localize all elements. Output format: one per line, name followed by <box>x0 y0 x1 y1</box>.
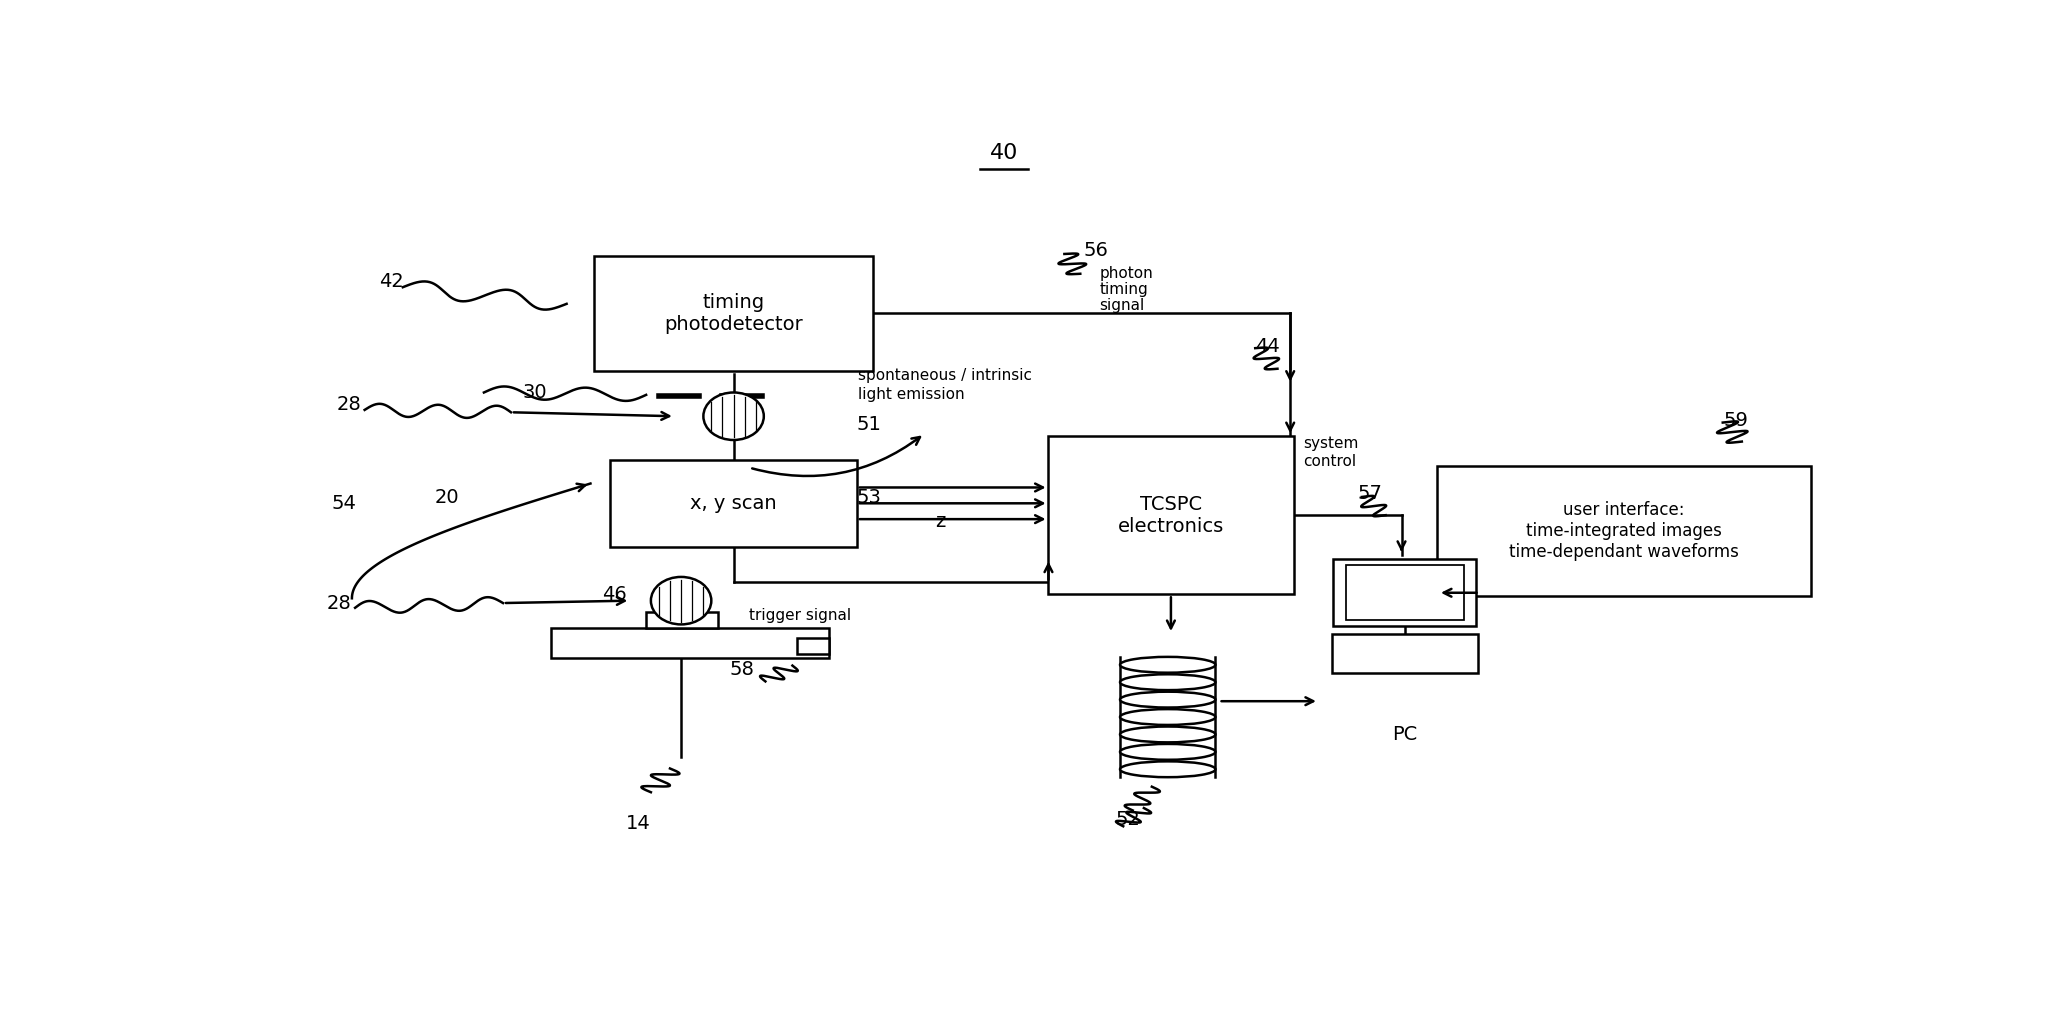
Text: user interface:
time-integrated images
time-dependant waveforms: user interface: time-integrated images t… <box>1508 502 1740 561</box>
Text: system: system <box>1303 437 1358 451</box>
Text: 51: 51 <box>856 414 880 434</box>
Ellipse shape <box>1120 674 1215 690</box>
Text: timing: timing <box>1100 282 1149 297</box>
Bar <box>1346 565 1463 620</box>
Text: 44: 44 <box>1256 337 1280 356</box>
Text: trigger signal: trigger signal <box>749 609 852 623</box>
Bar <box>1049 436 1295 594</box>
Text: light emission: light emission <box>858 387 964 402</box>
Bar <box>646 612 718 627</box>
Ellipse shape <box>1120 709 1215 725</box>
Text: 40: 40 <box>989 143 1018 163</box>
Ellipse shape <box>1120 657 1215 672</box>
Text: z: z <box>936 512 946 531</box>
Ellipse shape <box>1120 692 1215 707</box>
Text: spontaneous / intrinsic: spontaneous / intrinsic <box>858 368 1032 382</box>
Bar <box>595 256 872 371</box>
Text: 46: 46 <box>601 585 626 603</box>
Text: 53: 53 <box>856 488 880 507</box>
Text: 57: 57 <box>1356 483 1383 503</box>
Ellipse shape <box>1120 762 1215 777</box>
Text: 42: 42 <box>380 272 404 291</box>
Ellipse shape <box>1120 744 1215 760</box>
Text: signal: signal <box>1100 298 1145 313</box>
Bar <box>550 627 829 658</box>
Text: 52: 52 <box>1116 810 1141 830</box>
Bar <box>1332 634 1477 673</box>
Text: 28: 28 <box>337 395 361 414</box>
Text: 54: 54 <box>332 493 357 513</box>
Text: TCSPC
electronics: TCSPC electronics <box>1118 494 1225 536</box>
Text: 20: 20 <box>435 488 460 507</box>
Text: PC: PC <box>1391 725 1418 744</box>
Text: photon: photon <box>1100 266 1153 282</box>
Text: 58: 58 <box>728 660 753 680</box>
Text: control: control <box>1303 453 1356 469</box>
Text: timing
photodetector: timing photodetector <box>665 293 802 334</box>
Text: 30: 30 <box>523 383 548 402</box>
Ellipse shape <box>704 393 763 440</box>
Bar <box>1436 466 1812 596</box>
Text: 56: 56 <box>1083 241 1108 259</box>
Bar <box>796 637 829 654</box>
Text: 28: 28 <box>326 594 351 614</box>
Text: 14: 14 <box>626 814 650 834</box>
Bar <box>1334 559 1475 626</box>
Text: 59: 59 <box>1724 411 1748 430</box>
Text: x, y scan: x, y scan <box>689 493 778 513</box>
Ellipse shape <box>1120 727 1215 742</box>
Bar <box>609 460 858 547</box>
Ellipse shape <box>650 577 712 624</box>
